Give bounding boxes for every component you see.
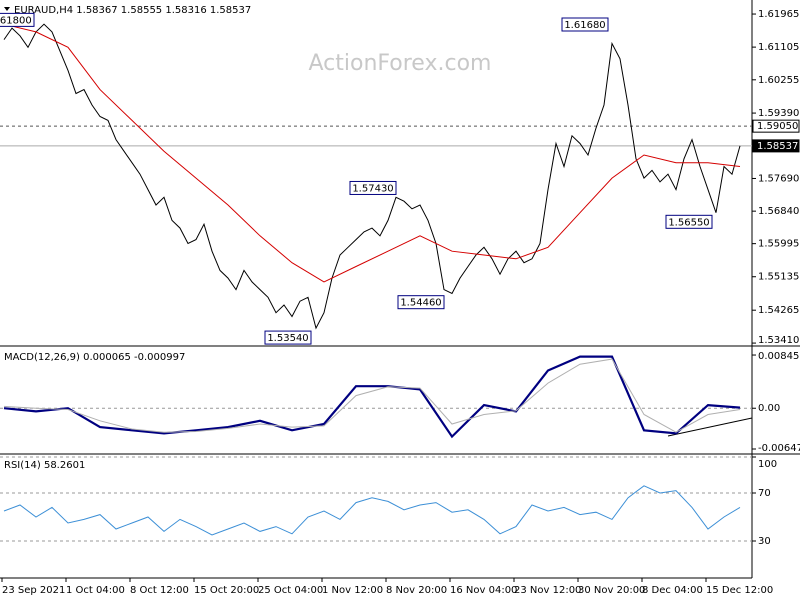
y-tick-label: 70 (758, 488, 771, 499)
watermark: ActionForex.com (309, 51, 492, 76)
price-level-label: 1.59050 (757, 121, 798, 132)
series-line (3, 23, 741, 283)
x-tick-label: 8 Dec 04:00 (642, 585, 703, 596)
price-level-box (752, 119, 800, 133)
header: EURAUD,H4 1.58367 1.58555 1.58316 1.5853… (14, 5, 251, 16)
annotation-box (264, 330, 312, 345)
series-line (3, 23, 741, 330)
x-tick-label: 16 Nov 04:00 (450, 585, 517, 596)
y-tick-label: 30 (758, 536, 771, 547)
y-tick-label: 1.60255 (758, 75, 799, 86)
x-tick-label: 1 Oct 04:00 (66, 585, 125, 596)
annotation-label: 1.61800 (0, 15, 32, 26)
annotation-label: 1.53540 (267, 333, 308, 344)
y-tick-label: 1.53410 (758, 335, 799, 346)
series-line (3, 485, 741, 536)
annotation-box (665, 214, 713, 229)
series-line (3, 358, 741, 433)
annotation-box (349, 180, 397, 195)
price-level-label: 1.58537 (757, 141, 798, 152)
y-tick-label: 1.54265 (758, 305, 799, 316)
annotation-label: 1.56550 (668, 217, 709, 228)
x-tick-label: 15 Oct 20:00 (194, 585, 259, 596)
x-tick-label: 25 Oct 04:00 (258, 585, 323, 596)
annotation-box (397, 295, 445, 310)
y-tick-label: -0.006475 (758, 443, 800, 454)
header-arrow (4, 7, 10, 11)
panel-title: RSI(14) 58.2601 (4, 460, 85, 471)
x-tick-label: 23 Sep 2021 (2, 585, 65, 596)
y-tick-label: 1.61965 (758, 9, 799, 20)
annotation-label: 1.57430 (352, 183, 393, 194)
y-tick-label: 1.59390 (758, 108, 799, 119)
annotation-box (0, 12, 35, 27)
macd-trendline (667, 417, 753, 437)
panel-title: MACD(12,26,9) 0.000065 -0.000997 (4, 352, 185, 363)
y-tick-label: 0.008452 (758, 351, 800, 362)
annotation-box (561, 17, 609, 32)
x-tick-label: 8 Oct 12:00 (130, 585, 189, 596)
y-tick-label: 1.55135 (758, 272, 799, 283)
annotation-label: 1.54460 (400, 298, 441, 309)
y-tick-label: 0.00 (758, 403, 780, 414)
x-tick-label: 8 Nov 20:00 (386, 585, 447, 596)
annotation-label: 1.61680 (564, 20, 605, 31)
x-tick-label: 23 Nov 12:00 (514, 585, 581, 596)
y-tick-label: 1.55995 (758, 239, 799, 250)
y-tick-label: 100 (758, 459, 777, 470)
y-tick-label: 1.61105 (758, 42, 799, 53)
y-tick-label: 1.56840 (758, 206, 799, 217)
y-tick-label: 1.57690 (758, 173, 799, 184)
x-tick-label: 15 Dec 12:00 (706, 585, 773, 596)
price-level-box (752, 139, 800, 153)
x-tick-label: 30 Nov 20:00 (578, 585, 645, 596)
x-tick-label: 1 Nov 12:00 (322, 585, 383, 596)
